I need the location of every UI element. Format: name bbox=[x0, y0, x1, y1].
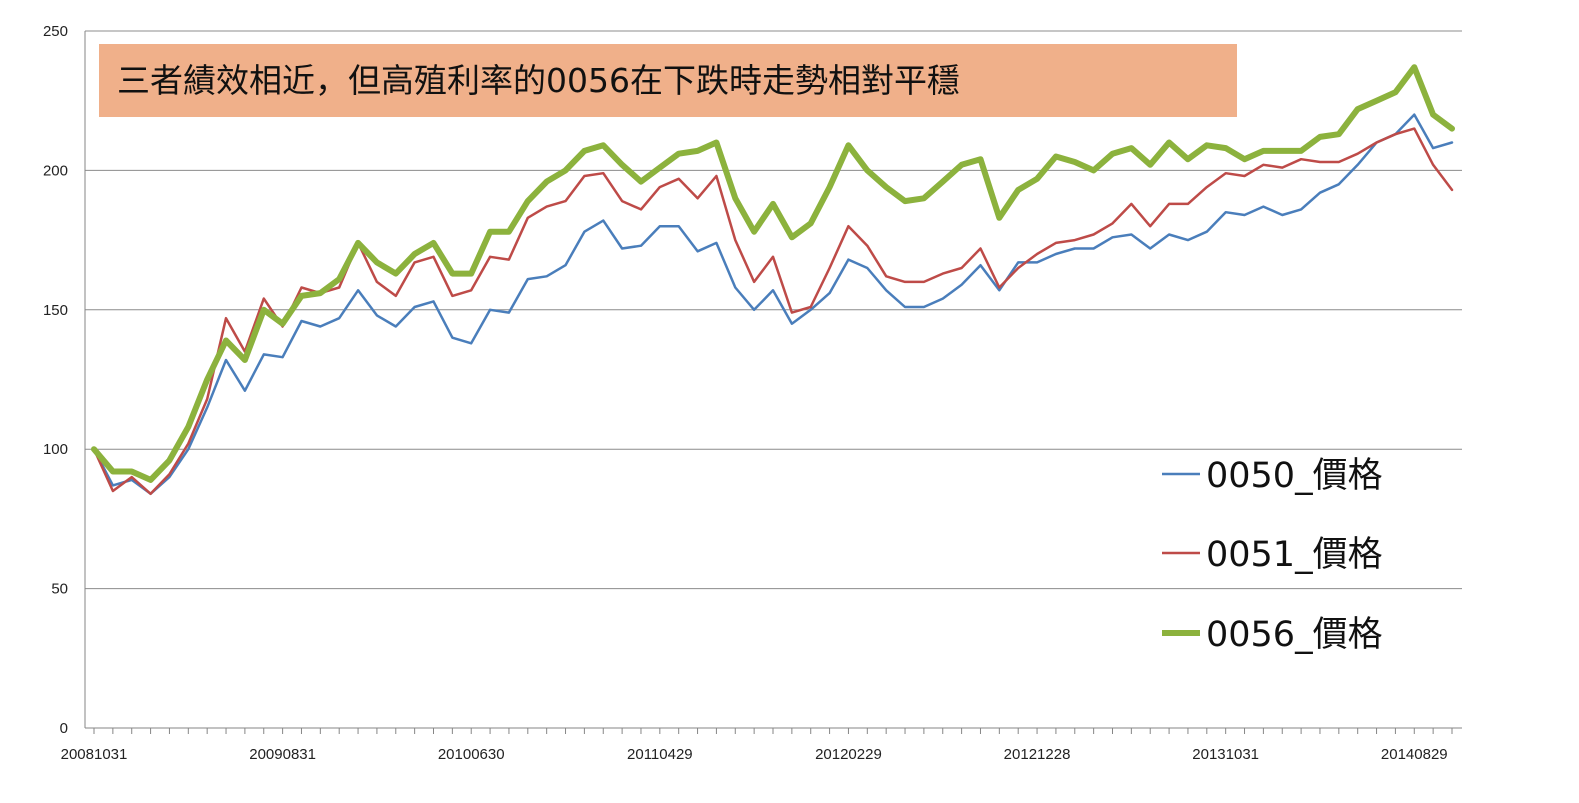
annotation-text: 三者績效相近，但高殖利率的0056在下跌時走勢相對平穩 bbox=[117, 61, 960, 100]
series-line-2 bbox=[92, 127, 1454, 496]
x-tick-label: 20140829 bbox=[1381, 746, 1448, 763]
x-tick-label: 20110429 bbox=[627, 746, 693, 763]
series-line-3 bbox=[91, 64, 1455, 483]
axes: 0 50 100 150 200 250 20081031 20090831 20100630 2… bbox=[43, 23, 1453, 763]
x-tick-label: 20090831 bbox=[249, 746, 316, 763]
legend: 0050_價格 0051_價格 0056_價格 bbox=[1162, 456, 1383, 655]
gridlines bbox=[85, 30, 1462, 729]
x-tick-label: 20121228 bbox=[1004, 746, 1071, 763]
x-tick-label: 20100630 bbox=[438, 746, 505, 763]
x-tick-label: 20120229 bbox=[815, 746, 882, 763]
legend-label-2: 0051_價格 bbox=[1206, 535, 1383, 575]
y-tick-label: 200 bbox=[43, 162, 68, 179]
legend-label-3: 0056_價格 bbox=[1206, 615, 1383, 655]
series-line-1 bbox=[92, 113, 1454, 496]
y-tick-label: 50 bbox=[51, 581, 68, 598]
series-lines bbox=[91, 64, 1455, 496]
annotation-box: 三者績效相近，但高殖利率的0056在下跌時走勢相對平穩 bbox=[99, 44, 1237, 117]
annotation-background bbox=[99, 44, 1237, 117]
x-tick-label: 20131031 bbox=[1192, 746, 1259, 763]
y-tick-label: 250 bbox=[43, 23, 68, 40]
y-tick-label: 150 bbox=[43, 302, 68, 319]
y-tick-label: 100 bbox=[43, 441, 68, 458]
legend-label-1: 0050_價格 bbox=[1206, 456, 1383, 496]
x-tick-label: 20081031 bbox=[61, 746, 128, 763]
y-tick-label: 0 bbox=[60, 720, 68, 737]
